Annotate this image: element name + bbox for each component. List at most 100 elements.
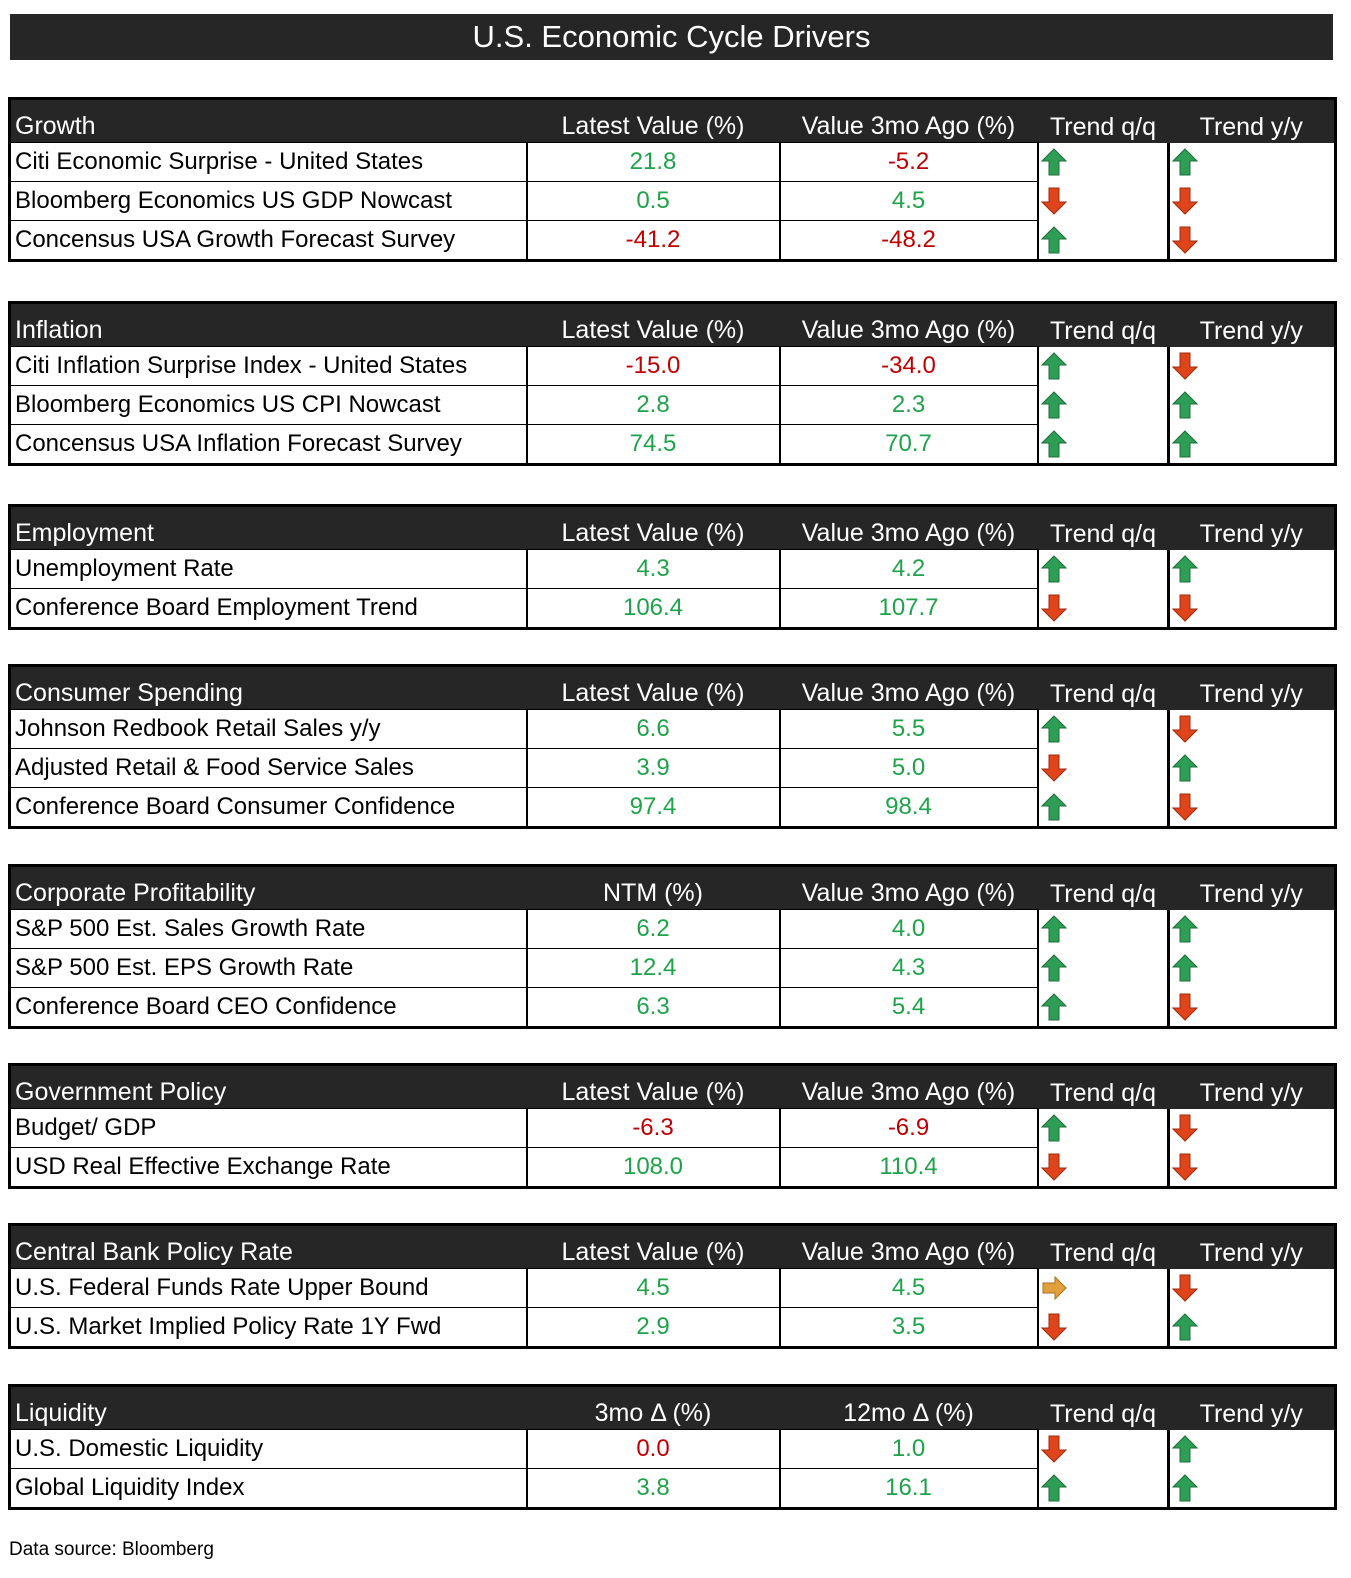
section-header-row: Consumer Spending Latest Value (%) Value 3… xyxy=(9,665,1336,710)
trend-qq-cell xyxy=(1036,385,1169,425)
column-header: Trend q/q xyxy=(1037,98,1169,143)
down-arrow-icon xyxy=(1171,992,1199,1022)
latest-value: 6.3 xyxy=(526,987,781,1028)
indicator-name: S&P 500 Est. EPS Growth Rate xyxy=(9,948,528,988)
latest-value: 4.5 xyxy=(526,1268,781,1308)
latest-value: 12.4 xyxy=(526,948,781,988)
section-header-row: Growth Latest Value (%) Value 3mo Ago (%) T… xyxy=(9,98,1336,143)
section-title: Government Policy xyxy=(9,1064,527,1109)
indicator-name: S&P 500 Est. Sales Growth Rate xyxy=(9,909,528,949)
indicator-name: Conference Board CEO Confidence xyxy=(9,987,528,1028)
column-header: Trend q/q xyxy=(1037,505,1169,550)
prior-value: 4.5 xyxy=(779,1268,1039,1308)
table-row: Conference Board Employment Trend 106.4 10… xyxy=(9,588,1336,629)
prior-value: 98.4 xyxy=(779,787,1039,828)
up-arrow-icon xyxy=(1171,390,1199,420)
indicator-name: Johnson Redbook Retail Sales y/y xyxy=(9,709,528,749)
latest-value: -41.2 xyxy=(526,220,781,261)
section-title: Liquidity xyxy=(9,1385,527,1430)
latest-value: 3.8 xyxy=(526,1468,781,1509)
up-arrow-icon xyxy=(1040,147,1067,177)
section-table-2: Employment Latest Value (%) Value 3mo Ago … xyxy=(8,504,1337,630)
up-arrow-icon xyxy=(1040,429,1067,459)
column-header: 3mo Δ (%) xyxy=(526,1385,780,1430)
table-row: Citi Inflation Surprise Index - United S… xyxy=(9,346,1336,386)
trend-qq-cell xyxy=(1036,424,1169,465)
down-arrow-icon xyxy=(1171,351,1199,381)
down-arrow-icon xyxy=(1040,753,1067,783)
latest-value: 0.0 xyxy=(526,1429,781,1469)
up-arrow-icon xyxy=(1171,914,1199,944)
indicator-name: Unemployment Rate xyxy=(9,549,528,589)
table-row: Conference Board CEO Confidence 6.3 5.4 xyxy=(9,987,1336,1028)
section-table-0: Growth Latest Value (%) Value 3mo Ago (%) T… xyxy=(8,97,1337,262)
right-arrow-icon xyxy=(1041,1273,1067,1303)
section-table-7: Liquidity 3mo Δ (%) 12mo Δ (%) Trend q/q Tre… xyxy=(8,1384,1337,1510)
column-header: NTM (%) xyxy=(526,865,780,910)
column-header: Value 3mo Ago (%) xyxy=(779,98,1038,143)
trend-yy-cell xyxy=(1167,1429,1336,1469)
down-arrow-icon xyxy=(1171,593,1199,623)
column-header: Trend y/y xyxy=(1168,1064,1336,1109)
trend-qq-cell xyxy=(1036,1429,1169,1469)
section-header-row: Employment Latest Value (%) Value 3mo Ago … xyxy=(9,505,1336,550)
latest-value: 108.0 xyxy=(526,1147,781,1188)
down-arrow-icon xyxy=(1040,1312,1067,1342)
trend-qq-cell xyxy=(1036,1268,1169,1308)
section-title: Growth xyxy=(9,98,527,143)
prior-value: 5.0 xyxy=(779,748,1039,788)
down-arrow-icon xyxy=(1040,186,1067,216)
up-arrow-icon xyxy=(1040,1113,1067,1143)
table-row: Global Liquidity Index 3.8 16.1 xyxy=(9,1468,1336,1509)
section-header-row: Inflation Latest Value (%) Value 3mo Ago (… xyxy=(9,302,1336,347)
up-arrow-icon xyxy=(1171,554,1199,584)
section-title: Central Bank Policy Rate xyxy=(9,1224,527,1269)
trend-yy-cell xyxy=(1167,1108,1336,1148)
prior-value: 110.4 xyxy=(779,1147,1039,1188)
trend-qq-cell xyxy=(1036,346,1169,386)
column-header: Trend y/y xyxy=(1168,302,1336,347)
table-row: Bloomberg Economics US GDP Nowcast 0.5 4.5 xyxy=(9,181,1336,221)
section-title: Consumer Spending xyxy=(9,665,527,710)
latest-value: -15.0 xyxy=(526,346,781,386)
table-row: Concensus USA Inflation Forecast Survey 7… xyxy=(9,424,1336,465)
trend-qq-cell xyxy=(1036,1307,1169,1348)
trend-yy-cell xyxy=(1167,1468,1336,1509)
indicator-name: Adjusted Retail & Food Service Sales xyxy=(9,748,528,788)
section-header-row: Corporate Profitability NTM (%) Value 3mo … xyxy=(9,865,1336,910)
section-header-row: Central Bank Policy Rate Latest Value (%)… xyxy=(9,1224,1336,1269)
down-arrow-icon xyxy=(1171,225,1199,255)
table-row: U.S. Federal Funds Rate Upper Bound 4.5 4.… xyxy=(9,1268,1336,1308)
prior-value: 4.2 xyxy=(779,549,1039,589)
trend-qq-cell xyxy=(1036,142,1169,182)
section-table-5: Government Policy Latest Value (%) Value 3… xyxy=(8,1063,1337,1189)
column-header: Trend y/y xyxy=(1168,1385,1336,1430)
table-row: S&P 500 Est. EPS Growth Rate 12.4 4.3 xyxy=(9,948,1336,988)
table-row: Johnson Redbook Retail Sales y/y 6.6 5.5 xyxy=(9,709,1336,749)
table-row: S&P 500 Est. Sales Growth Rate 6.2 4.0 xyxy=(9,909,1336,949)
trend-qq-cell xyxy=(1036,909,1169,949)
prior-value: 107.7 xyxy=(779,588,1039,629)
trend-yy-cell xyxy=(1167,424,1336,465)
indicator-name: Concensus USA Growth Forecast Survey xyxy=(9,220,528,261)
prior-value: 4.5 xyxy=(779,181,1039,221)
up-arrow-icon xyxy=(1040,225,1067,255)
column-header: Trend y/y xyxy=(1168,98,1336,143)
up-arrow-icon xyxy=(1171,429,1199,459)
table-row: Bloomberg Economics US CPI Nowcast 2.8 2.3 xyxy=(9,385,1336,425)
section-table-3: Consumer Spending Latest Value (%) Value 3… xyxy=(8,664,1337,829)
indicator-name: Citi Economic Surprise - United States xyxy=(9,142,528,182)
up-arrow-icon xyxy=(1040,390,1067,420)
table-row: Conference Board Consumer Confidence 97.4… xyxy=(9,787,1336,828)
prior-value: -5.2 xyxy=(779,142,1039,182)
column-header: Latest Value (%) xyxy=(526,302,780,347)
down-arrow-icon xyxy=(1171,1113,1199,1143)
up-arrow-icon xyxy=(1171,147,1199,177)
trend-yy-cell xyxy=(1167,181,1336,221)
prior-value: -48.2 xyxy=(779,220,1039,261)
table-row: Unemployment Rate 4.3 4.2 xyxy=(9,549,1336,589)
column-header: Value 3mo Ago (%) xyxy=(779,665,1038,710)
trend-yy-cell xyxy=(1167,1268,1336,1308)
trend-yy-cell xyxy=(1167,549,1336,589)
column-header: Trend q/q xyxy=(1037,302,1169,347)
